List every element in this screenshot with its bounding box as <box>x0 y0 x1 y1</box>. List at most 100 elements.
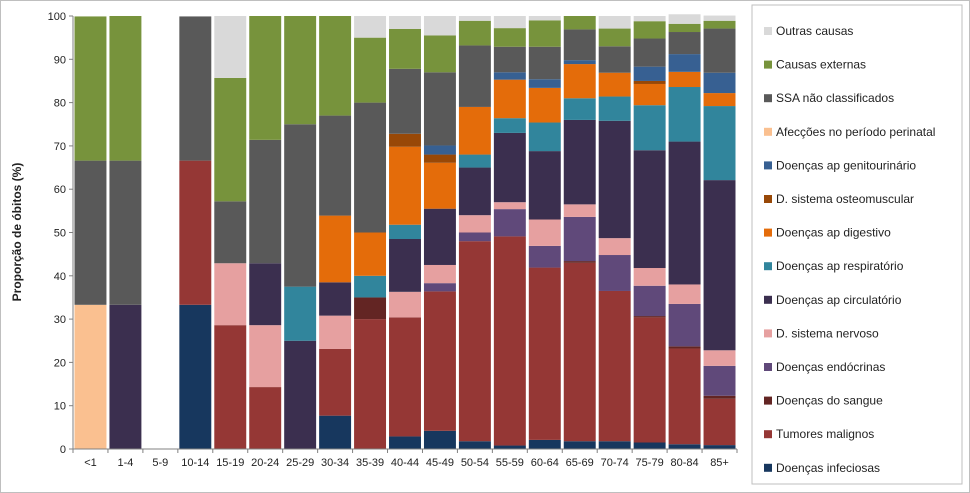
bar-segment <box>633 16 666 22</box>
bar-segment <box>354 37 387 103</box>
legend-swatch <box>764 430 772 439</box>
bar-segment <box>319 16 352 116</box>
bar-segment <box>423 283 456 292</box>
bar-segment <box>703 15 736 21</box>
bar-segment <box>214 201 247 264</box>
bar-segment <box>249 16 282 140</box>
bar-segment <box>703 72 736 94</box>
bar-segment <box>598 72 631 97</box>
bar-segment <box>528 245 561 268</box>
bar-segment <box>423 154 456 163</box>
legend-entry: Doenças ap genitourinário <box>776 158 916 172</box>
bar-segment <box>633 38 666 67</box>
bar-segment <box>214 16 247 78</box>
bar-segment <box>598 16 631 29</box>
bar-segment <box>389 239 421 292</box>
bar-segment <box>563 64 596 99</box>
bar-segment <box>563 60 596 65</box>
bar-segment <box>598 120 631 239</box>
legend-entry: Doenças ap circulatório <box>776 293 902 307</box>
y-tick-label: 20 <box>54 357 66 369</box>
legend-swatch <box>764 127 772 136</box>
bar-segment <box>493 132 526 203</box>
bar-segment <box>423 208 456 265</box>
legend-entry: Doenças endócrinas <box>776 360 885 374</box>
x-tick-label: 45-49 <box>426 457 454 469</box>
x-tick-label: 5-9 <box>152 457 168 469</box>
bar-segment <box>458 241 491 442</box>
legend-entry: D. sistema nervoso <box>776 326 879 340</box>
x-tick-label: 10-14 <box>181 457 209 469</box>
bar-segment <box>319 315 352 349</box>
y-axis-label: Proporção de óbitos (%) <box>10 163 24 302</box>
bar-segment <box>633 80 666 84</box>
legend-entry: Causas externas <box>776 58 866 72</box>
legend-swatch <box>764 262 772 271</box>
legend-swatch <box>764 463 772 472</box>
bar-segment <box>354 297 387 320</box>
bar-segment <box>528 151 561 220</box>
bar-segment <box>458 16 491 21</box>
x-tick-label: 75-79 <box>636 457 664 469</box>
bar-segment <box>423 145 456 155</box>
x-tick-label: 30-34 <box>321 457 349 469</box>
bar-segment <box>389 317 421 437</box>
bar-segment <box>633 150 666 269</box>
bar-segment <box>563 204 596 217</box>
bar-segment <box>389 291 421 318</box>
bar-segment <box>423 35 456 73</box>
x-tick-label: 1-4 <box>117 457 133 469</box>
bar-segment <box>633 66 666 81</box>
bar-segment <box>319 215 352 283</box>
bar-segment <box>598 46 631 73</box>
bar-segment <box>354 102 387 233</box>
bar-segment <box>458 232 491 242</box>
bar-segment <box>633 268 666 286</box>
bar-segment <box>493 236 526 446</box>
bar-segment <box>354 232 387 276</box>
bar-segment <box>284 16 317 125</box>
bar-segment <box>389 133 421 147</box>
x-tick-label: 25-29 <box>286 457 314 469</box>
bar-segment <box>528 79 561 88</box>
legend-swatch <box>764 396 772 405</box>
y-tick-label: 0 <box>60 444 66 456</box>
bar-segment <box>354 319 387 449</box>
bar-segment <box>179 160 212 305</box>
bar-segment <box>493 209 526 237</box>
x-tick-label: 85+ <box>710 457 729 469</box>
bar-segment <box>493 118 526 133</box>
bar-segment <box>668 32 701 55</box>
bar-segment <box>668 14 701 24</box>
legend-swatch <box>764 363 772 371</box>
bar-segment <box>458 106 491 155</box>
bar-segment <box>563 441 596 449</box>
bar-segment <box>598 238 631 256</box>
x-tick-label: 55-59 <box>496 457 524 469</box>
bar-segment <box>493 445 526 449</box>
x-tick-label: 20-24 <box>251 457 279 469</box>
bar-segment <box>703 395 736 399</box>
bar-segment <box>703 20 736 29</box>
bar-segment <box>319 115 352 216</box>
bar-segment <box>284 124 317 287</box>
bar-segment <box>668 141 701 285</box>
legend-swatch <box>764 60 772 69</box>
bar-segment <box>668 444 701 449</box>
bar-segment <box>319 348 352 416</box>
bar-segment <box>563 216 596 262</box>
bar-segment <box>458 20 491 46</box>
legend: Outras causas Causas externas SSA não clas… <box>764 24 935 475</box>
x-tick-label: 70-74 <box>601 457 629 469</box>
bar-segment <box>284 286 317 341</box>
bar-segment <box>74 160 107 305</box>
bar-segment <box>633 285 666 317</box>
x-tick-label: 60-64 <box>531 457 559 469</box>
bar-segment <box>423 291 456 431</box>
bar-segment <box>354 16 387 38</box>
legend-entry: Doenças infeciosas <box>776 461 880 475</box>
bar-segment <box>389 436 421 449</box>
bar-segment <box>423 16 456 36</box>
bar-segment <box>74 304 107 449</box>
bar-segment <box>74 16 107 161</box>
